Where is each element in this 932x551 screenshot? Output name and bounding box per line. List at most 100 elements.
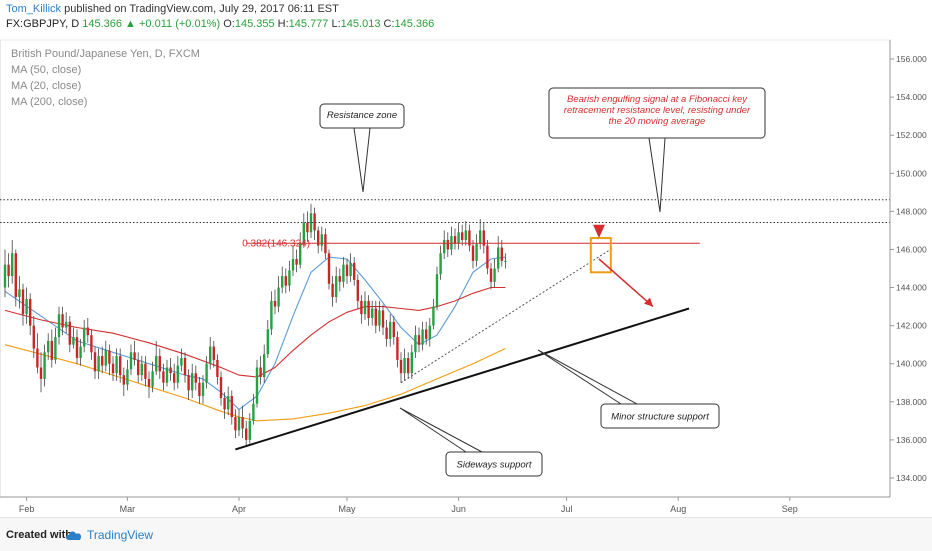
price-axis[interactable] [890,40,932,497]
candle-body [367,300,370,319]
candle-body [90,335,93,353]
bearish-engulfing-callout-text: the 20 moving average [609,116,706,127]
minor-structure-callout-pointer [537,349,638,405]
candle [104,340,107,372]
candle [475,234,478,267]
projection-arrowhead-icon [644,297,653,307]
candle [151,361,154,393]
candle [43,344,46,387]
candle [79,338,82,366]
x-tick-label: Aug [670,504,686,514]
candle [313,207,316,240]
candle [266,319,269,358]
candle-body [486,245,489,269]
candle-body [65,321,68,328]
candle-body [79,346,82,358]
candle [259,356,262,385]
price-chart[interactable]: 148.608147.419145.3660.382(146.324)Resis… [0,0,932,517]
candle-body [252,403,255,421]
x-tick-label: Jul [561,504,573,514]
candle [374,300,377,334]
candle-body [302,222,305,244]
candle-body [39,367,43,379]
candle-body [320,234,323,246]
candle [111,356,115,381]
last-price: 145.366 [82,18,122,30]
candle-body [360,300,363,315]
candle [345,258,349,284]
price-change: +0.011 (+0.01%) [139,18,221,30]
symbol-label: FX:GBPJPY, D [6,18,80,30]
candle-body [209,346,212,364]
candle [342,257,345,288]
low-value: 145.013 [340,18,381,30]
candle [403,348,406,381]
candle-body [57,314,61,338]
candle-body [407,357,410,374]
candle-body [482,230,485,246]
high-label: H: [277,18,289,30]
candle [216,354,219,385]
candle-body [378,310,381,326]
candle [83,319,86,353]
candle-body [353,262,356,280]
candle-body [248,420,251,440]
candle [68,316,71,353]
tradingview-brand[interactable]: TradingView [87,528,154,542]
bearish-engulfing-callout-box [548,87,766,139]
candle [446,232,449,258]
candle-body [212,346,215,360]
candle [209,337,212,370]
candle [223,392,226,419]
candle [500,239,503,267]
candle [363,291,367,320]
candle-body [144,363,147,379]
candle [309,203,313,239]
tradingview-cloud-icon [66,531,82,540]
x-tick-label: Sep [782,504,798,514]
candle [489,262,493,290]
ma20-line [4,256,506,411]
up-arrow-icon: ▲ [125,18,136,30]
candle [21,283,25,326]
candle-body [237,417,241,431]
candle [468,224,471,252]
candle-body [425,329,428,339]
minor-support-trendline [400,247,614,384]
author-link[interactable]: Tom_Killick [6,3,62,15]
resistance-zone-callout-pointer [353,127,371,193]
candle-body [21,289,25,315]
candle [479,218,482,250]
minor-structure-callout: Minor structure support [537,349,720,429]
candle [299,232,302,269]
candle [327,249,331,290]
candle [392,316,395,345]
candle [176,356,179,389]
candle [86,318,89,343]
candle-body [180,357,183,366]
candle-body [414,335,417,353]
candle-body [457,232,460,244]
candle [180,348,183,372]
candle-body [25,298,28,315]
candle [201,375,205,404]
candle [194,365,197,391]
candle-body [374,308,377,326]
candle [57,306,61,345]
candle-body [198,382,201,397]
candle-body [183,357,187,376]
candle-body [489,268,493,282]
candle [414,325,417,358]
candle [389,314,392,347]
candle-body [468,230,471,246]
candle-body [129,352,133,370]
low-label: L: [331,18,341,30]
x-tick-label: Mar [120,504,136,514]
candle-body [338,276,341,282]
legend-title: British Pound/Japanese Yen, D, FXCM [11,48,200,60]
candle-body [241,417,244,429]
candle-body [342,264,345,282]
candle-body [133,352,136,360]
candle-body [245,428,248,440]
candle-body [291,258,295,271]
